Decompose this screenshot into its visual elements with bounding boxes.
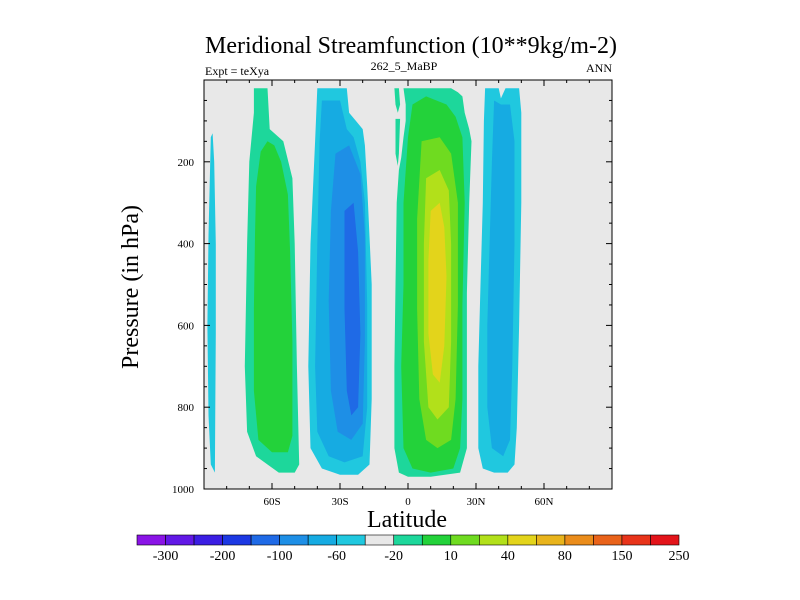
- colorbar-swatch: [250, 534, 280, 546]
- colorbar-swatch: [507, 534, 537, 546]
- right-string: ANN: [586, 61, 612, 75]
- contour-equator-sliver-lower: [395, 118, 401, 166]
- colorbar-swatch: [193, 534, 223, 546]
- x-tick-label: 30N: [467, 496, 486, 508]
- colorbar-swatch: [222, 534, 252, 546]
- colorbar-label: -200: [210, 549, 236, 564]
- left-string: Expt = teXya: [205, 64, 270, 78]
- colorbar-swatch: [650, 534, 680, 546]
- x-tick-label: 30S: [331, 496, 348, 508]
- contour-northern-positive-cell-core: [428, 202, 447, 383]
- y-tick-label: 400: [178, 239, 195, 251]
- y-tick-label: 600: [178, 320, 195, 332]
- colorbar-swatch: [165, 534, 195, 546]
- x-tick-label: 60N: [535, 496, 554, 508]
- x-tick-label: 60S: [263, 496, 280, 508]
- colorbar-swatch: [136, 534, 166, 546]
- colorbar-swatch: [364, 534, 395, 546]
- colorbar-swatch: [307, 534, 337, 546]
- colorbar: -300 -200 -100 -60 -20 10 40 80 150 250: [136, 534, 690, 564]
- colorbar-label: 80: [558, 549, 572, 564]
- y-axis-label: Pressure (in hPa): [118, 205, 144, 369]
- contour-layer: [207, 88, 522, 477]
- colorbar-label: 150: [611, 549, 632, 564]
- colorbar-swatch: [393, 534, 423, 546]
- x-axis-label: Latitude: [367, 507, 447, 533]
- colorbar-label: -100: [267, 549, 293, 564]
- colorbar-label: -300: [153, 549, 179, 564]
- y-tick-label: 1000: [172, 484, 195, 496]
- colorbar-swatch: [621, 534, 651, 546]
- colorbar-label: -60: [327, 549, 346, 564]
- colorbar-swatch: [479, 534, 509, 546]
- colorbar-swatch: [421, 534, 452, 546]
- chart-title: Meridional Streamfunction (10**9kg/m-2): [205, 33, 617, 59]
- y-axis: 200 400 600 800 1000: [172, 79, 612, 496]
- colorbar-label: 10: [444, 549, 458, 564]
- colorbar-label: 40: [501, 549, 515, 564]
- colorbar-swatch: [279, 534, 309, 546]
- colorbar-swatch: [336, 534, 366, 546]
- colorbar-label: -20: [384, 549, 403, 564]
- center-string: 262_5_MaBP: [371, 59, 438, 73]
- plot-area: [204, 80, 612, 489]
- contour-southern-negative-cell-core: [344, 202, 361, 416]
- contour-equator-sliver-upper: [394, 88, 401, 113]
- contour-northern-negative-cell-inner: [487, 100, 515, 457]
- y-tick-label: 800: [178, 402, 195, 414]
- y-tick-label: 200: [178, 157, 195, 169]
- colorbar-swatch: [593, 534, 623, 546]
- contour-southern-positive-cell-core: [253, 141, 293, 453]
- colorbar-label: 250: [669, 549, 690, 564]
- colorbar-swatch: [450, 534, 480, 546]
- colorbar-swatch: [536, 534, 566, 546]
- colorbar-swatch: [564, 534, 594, 546]
- x-axis: 60S 30S 0 30N 60N: [226, 80, 590, 508]
- x-tick-label: 0: [405, 496, 411, 508]
- contour-far-south-negative-cell: [207, 133, 216, 473]
